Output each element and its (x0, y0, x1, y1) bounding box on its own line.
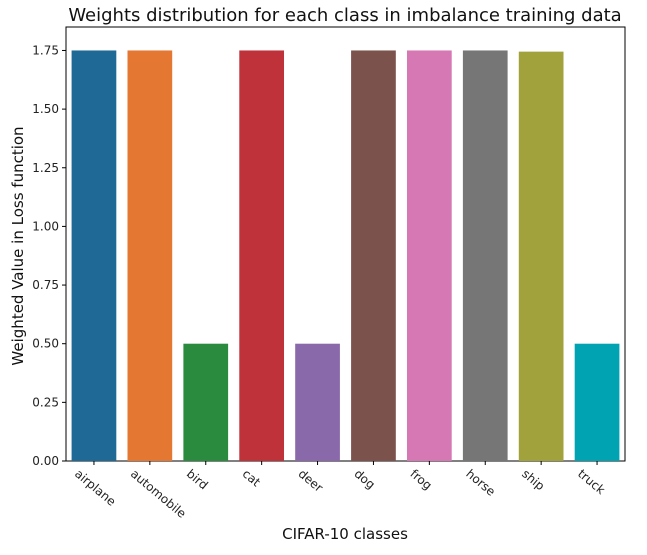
x-tick-label: ship (519, 467, 547, 494)
x-axis-label: CIFAR-10 classes (282, 525, 408, 543)
x-tick-label: frog (407, 467, 434, 493)
bar-cat (239, 50, 285, 461)
y-tick-label: 0.00 (32, 454, 59, 468)
x-tick-label: cat (240, 467, 264, 490)
y-tick-label: 0.75 (32, 278, 59, 292)
bar-bird (183, 343, 229, 461)
y-axis: 0.00 0.25 0.50 0.75 1.00 1.25 1.50 1.75 (32, 43, 66, 468)
bar-frog (406, 50, 452, 461)
x-tick-label: bird (184, 467, 211, 493)
bar-ship (518, 51, 564, 461)
y-tick-label: 1.75 (32, 43, 59, 57)
plot-area (65, 26, 626, 462)
x-tick-label: horse (463, 467, 498, 499)
bar-automobile (127, 50, 173, 461)
y-tick-label: 0.50 (32, 337, 59, 351)
plot-frame (65, 26, 626, 462)
x-tick-label: dog (352, 467, 378, 492)
y-tick-label: 1.50 (32, 102, 59, 116)
x-tick-label: airplane (72, 467, 118, 509)
bar-dog (351, 50, 396, 461)
y-tick-label: 0.25 (32, 395, 59, 409)
x-tick-label: truck (575, 467, 608, 498)
y-axis-label: Weighted Value in Loss function (9, 126, 27, 365)
bar-truck (574, 343, 620, 461)
y-tick-label: 1.00 (32, 219, 59, 233)
bar-deer (295, 343, 340, 461)
bar-airplane (71, 50, 117, 461)
bars-group (71, 50, 620, 461)
x-tick-label: automobile (128, 467, 189, 521)
x-tick-label: deer (296, 467, 326, 495)
bar-horse (462, 50, 508, 461)
y-tick-label: 1.25 (32, 161, 59, 175)
chart-title: Weights distribution for each class in i… (68, 5, 621, 26)
